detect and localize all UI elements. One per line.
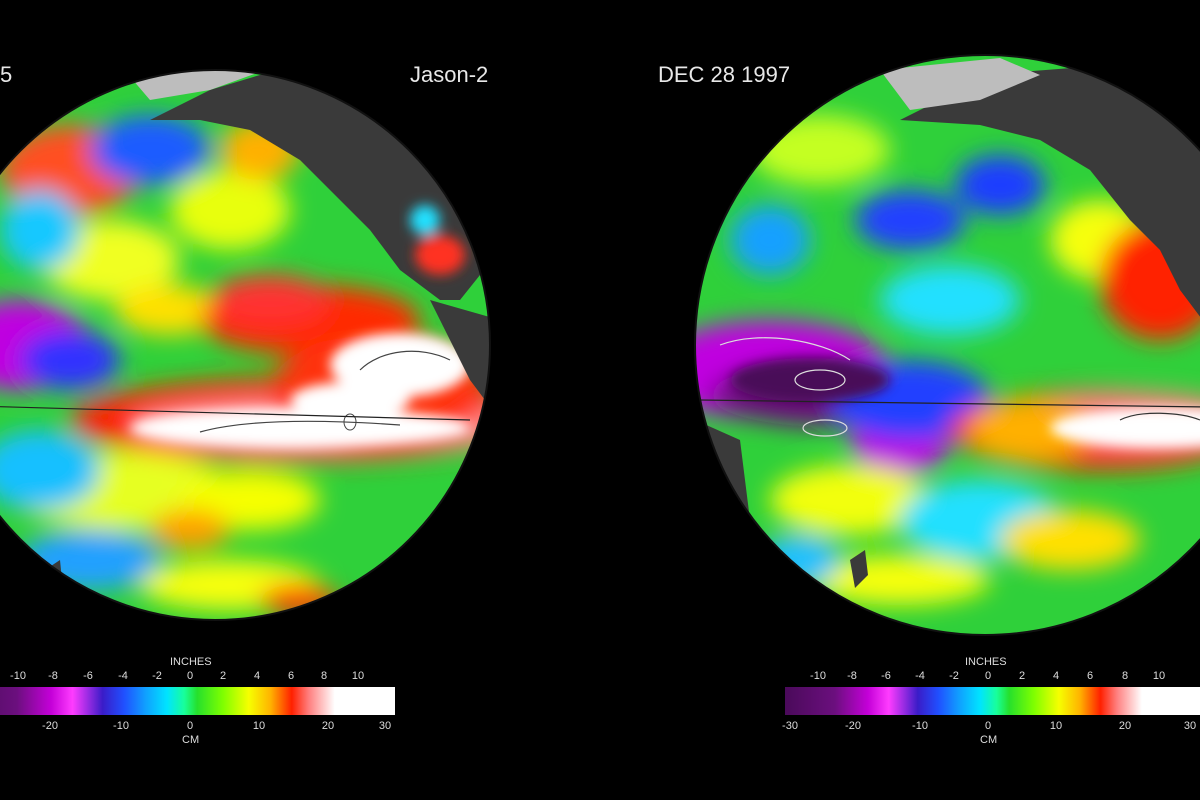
color-ramp xyxy=(0,687,395,715)
cm-tick: 10 xyxy=(252,720,266,732)
inch-tick: 8 xyxy=(1121,670,1129,682)
units-bottom-label: CM xyxy=(182,734,200,746)
contour-line xyxy=(794,369,846,391)
south-america-landmass xyxy=(430,300,490,420)
globe-edge xyxy=(0,69,491,621)
color-scale: INCHES -10 -8 -6 -4 -2 0 2 4 6 8 10 -20 … xyxy=(0,650,395,760)
inch-tick: -4 xyxy=(118,670,128,682)
inch-tick: -10 xyxy=(810,670,826,682)
inch-tick: 8 xyxy=(320,670,328,682)
contour-line xyxy=(1119,412,1200,421)
globe-edge xyxy=(694,54,1200,636)
color-scale: INCHES -10 -8 -6 -4 -2 0 2 4 6 8 10 -30 … xyxy=(600,650,1200,760)
cm-tick: -10 xyxy=(912,720,928,732)
inch-tick: -10 xyxy=(10,670,26,682)
cm-tick: -20 xyxy=(845,720,861,732)
left-map-panel: 5 Jason-2 INCHES -10 -8 -6 -4 -2 0 2 4 6… xyxy=(0,62,491,760)
equator-line xyxy=(0,404,471,421)
date-label: DEC 28 1997 xyxy=(658,62,791,87)
inch-tick: 6 xyxy=(1086,670,1094,682)
left-globe xyxy=(0,69,491,621)
inch-tick: 10 xyxy=(1152,670,1166,682)
cm-tick: 20 xyxy=(1118,720,1132,732)
new-zealand-landmass xyxy=(850,550,868,588)
inch-tick: -8 xyxy=(48,670,58,682)
right-globe xyxy=(694,54,1200,636)
inch-tick: 4 xyxy=(1052,670,1060,682)
cm-tick: -30 xyxy=(782,720,798,732)
arctic-ice xyxy=(880,58,1040,110)
cm-tick: 0 xyxy=(984,720,992,732)
date-label: 5 xyxy=(0,62,13,87)
color-ramp xyxy=(785,687,1200,715)
cm-tick: 20 xyxy=(321,720,335,732)
contour-line xyxy=(199,420,401,433)
equator-line xyxy=(699,399,1200,409)
inch-tick: 0 xyxy=(186,670,194,682)
inch-tick: -2 xyxy=(152,670,162,682)
cm-tick: 30 xyxy=(1183,720,1197,732)
inch-tick: 6 xyxy=(287,670,295,682)
inch-tick: -2 xyxy=(949,670,959,682)
units-top-label: INCHES xyxy=(965,656,1007,668)
inch-tick: -6 xyxy=(83,670,93,682)
cm-tick: 0 xyxy=(186,720,194,732)
units-bottom-label: CM xyxy=(980,734,998,746)
inch-tick: -4 xyxy=(915,670,925,682)
inch-tick: -6 xyxy=(881,670,891,682)
right-map-panel: DEC 28 1997 INCHES -10 -8 -6 -4 -2 0 2 4… xyxy=(600,0,1200,800)
inch-tick: 0 xyxy=(984,670,992,682)
inch-tick: 10 xyxy=(351,670,365,682)
units-top-label: INCHES xyxy=(170,656,212,668)
contour-line xyxy=(802,419,848,437)
inch-tick: 2 xyxy=(1018,670,1026,682)
new-zealand-landmass xyxy=(45,560,62,590)
inch-tick: 2 xyxy=(219,670,227,682)
mission-label: Jason-2 xyxy=(410,62,489,87)
arctic-ice xyxy=(120,70,260,100)
contour-line xyxy=(719,337,851,361)
peak-anomaly-core xyxy=(730,358,1200,448)
cm-tick: 10 xyxy=(1049,720,1063,732)
inch-tick: 4 xyxy=(253,670,261,682)
contour-line xyxy=(359,350,451,371)
cm-tick: 30 xyxy=(378,720,392,732)
cm-tick: -20 xyxy=(42,720,58,732)
contour-line xyxy=(343,413,357,431)
cm-tick: -10 xyxy=(113,720,129,732)
inch-tick: -8 xyxy=(847,670,857,682)
